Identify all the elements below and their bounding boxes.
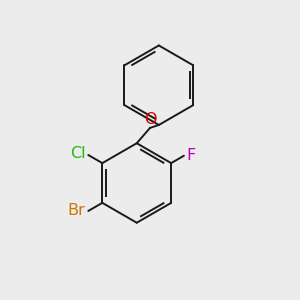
Text: Br: Br bbox=[68, 203, 85, 218]
Text: Cl: Cl bbox=[70, 146, 86, 161]
Text: O: O bbox=[144, 112, 156, 127]
Text: F: F bbox=[186, 148, 196, 163]
